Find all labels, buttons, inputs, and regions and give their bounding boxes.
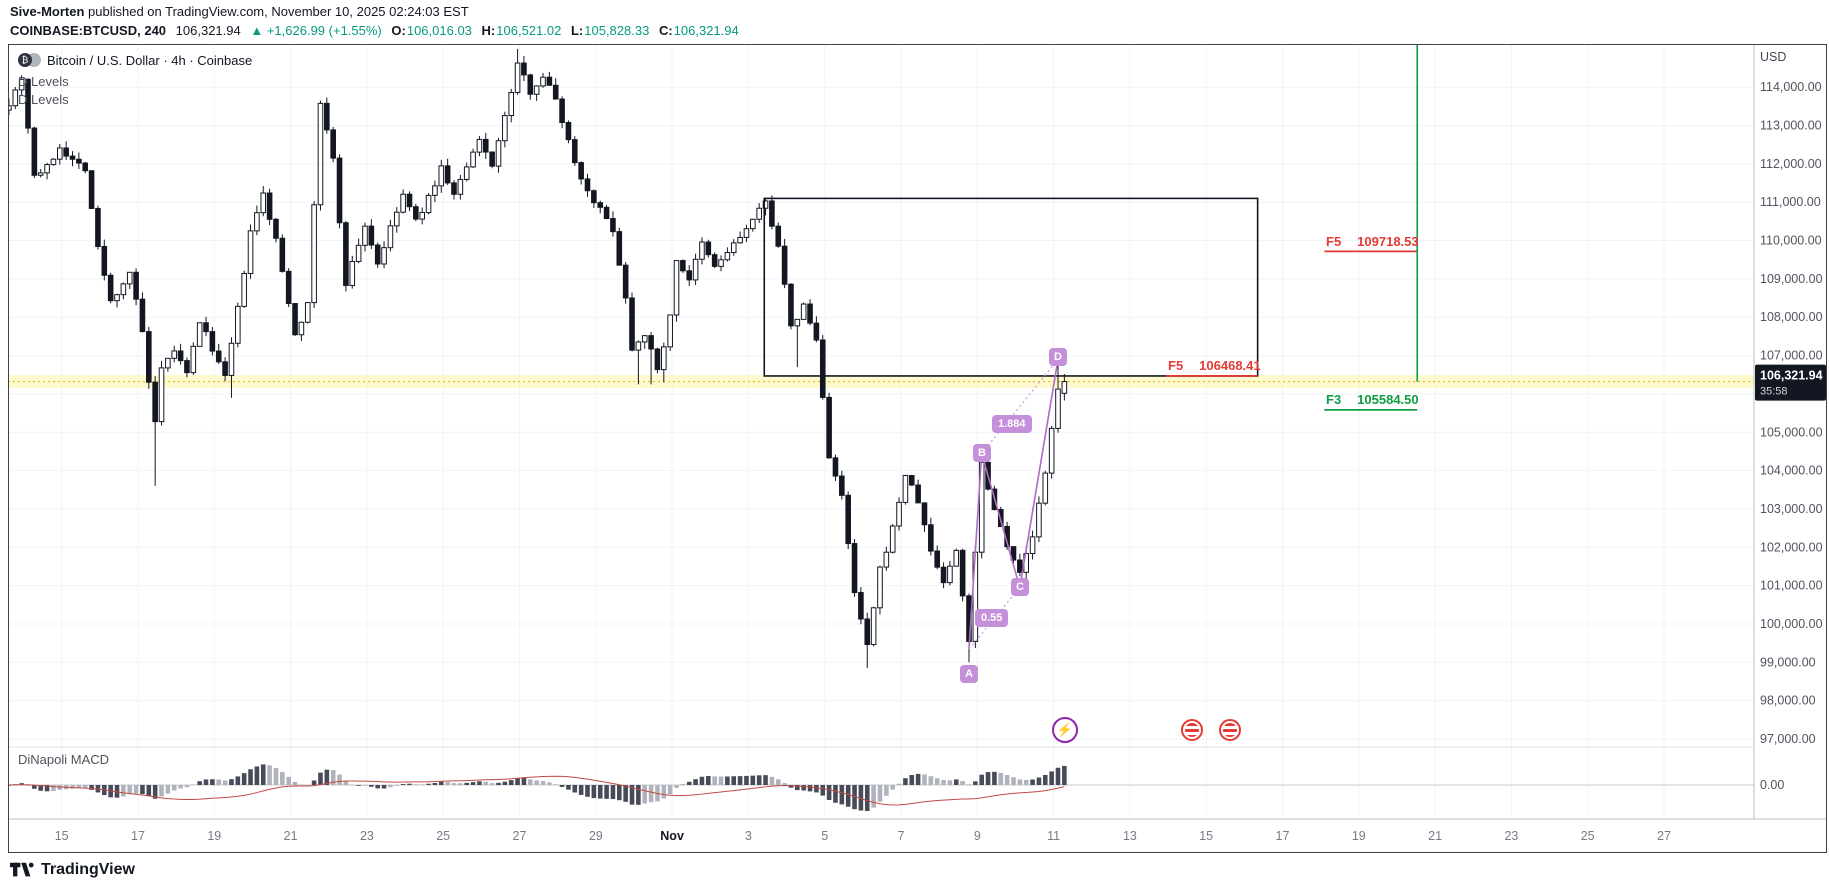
svg-text:7: 7 [898, 829, 905, 843]
fib-label-f5-106468[interactable]: F5 106468.41 [1168, 358, 1261, 373]
svg-text:110,000.00: 110,000.00 [1760, 234, 1822, 248]
fib-level: F3 [1326, 392, 1342, 407]
close-label: C: [658, 23, 673, 38]
price-badge [1755, 364, 1826, 401]
tradingview-logo-icon [10, 862, 34, 876]
svg-text:21: 21 [284, 829, 298, 843]
indicator-row-dlevels-1[interactable]: D Levels [18, 74, 69, 89]
fib-level: F5 [1168, 358, 1184, 373]
red-striped-marker-icon-2[interactable] [1219, 719, 1241, 741]
svg-text:21: 21 [1428, 829, 1442, 843]
svg-text:97,000.00: 97,000.00 [1760, 732, 1816, 746]
fib-label-f5-109718[interactable]: F5 109718.53 [1326, 234, 1419, 249]
svg-text:114,000.00: 114,000.00 [1760, 80, 1822, 94]
price-chart-canvas[interactable]: 114,000.00 113,000.00 112,000.00 111,000.00… [8, 44, 1827, 853]
tradingview-logo-text: TradingView [41, 860, 135, 878]
svg-text:Nov: Nov [660, 829, 684, 843]
svg-text:3: 3 [745, 829, 752, 843]
svg-text:17: 17 [1276, 829, 1290, 843]
svg-text:102,000.00: 102,000.00 [1760, 540, 1823, 554]
pattern-point-a[interactable]: A [960, 665, 978, 683]
svg-text:106,321.94: 106,321.94 [1760, 369, 1823, 383]
high-label: H: [481, 23, 496, 38]
svg-text:17: 17 [131, 829, 145, 843]
svg-text:19: 19 [1352, 829, 1366, 843]
svg-text:27: 27 [513, 829, 527, 843]
fib-label-f3-105584[interactable]: F3 105584.50 [1326, 392, 1419, 407]
author-name: Sive-Morten [10, 4, 85, 19]
svg-text:108,000.00: 108,000.00 [1760, 310, 1823, 324]
chart-legend[interactable]: ₿ Bitcoin / U.S. Dollar · 4h · Coinbase [18, 51, 252, 69]
svg-text:25: 25 [436, 829, 450, 843]
svg-text:98,000.00: 98,000.00 [1760, 694, 1816, 708]
low-label: L: [570, 23, 584, 38]
macd-indicator-label[interactable]: DiNapoli MACD [18, 752, 110, 767]
svg-text:113,000.00: 113,000.00 [1760, 119, 1822, 133]
svg-text:109,000.00: 109,000.00 [1760, 272, 1823, 286]
close-value: 106,321.94 [673, 23, 739, 38]
pattern-point-c[interactable]: C [1011, 578, 1029, 596]
symbol-interval: COINBASE:BTCUSD, 240 [10, 23, 167, 38]
pattern-ratio-ac[interactable]: 0.55 [975, 609, 1009, 627]
publish-line: Sive-Morten published on TradingView.com… [10, 4, 469, 19]
svg-text:27: 27 [1657, 829, 1671, 843]
symbol-logo-icon: ₿ [18, 53, 41, 67]
svg-text:9: 9 [974, 829, 981, 843]
svg-text:101,000.00: 101,000.00 [1760, 579, 1823, 593]
price-change: ▲ +1,626.99 (+1.55%) [250, 23, 382, 38]
svg-text:29: 29 [589, 829, 603, 843]
stripes-glyph [1185, 723, 1199, 737]
svg-text:0.00: 0.00 [1760, 778, 1784, 792]
svg-text:112,000.00: 112,000.00 [1760, 157, 1822, 171]
svg-text:104,000.00: 104,000.00 [1760, 464, 1823, 478]
svg-text:15: 15 [55, 829, 69, 843]
publish-header: Sive-Morten published on TradingView.com… [0, 0, 1829, 44]
chart-region: 114,000.00 113,000.00 112,000.00 111,000.00… [8, 44, 1827, 853]
svg-text:103,000.00: 103,000.00 [1760, 502, 1823, 516]
stripes-glyph [1223, 723, 1237, 737]
high-value: 106,521.02 [496, 23, 562, 38]
svg-text:25: 25 [1581, 829, 1595, 843]
low-value: 105,828.33 [584, 23, 650, 38]
svg-text:99,000.00: 99,000.00 [1760, 655, 1816, 669]
indicator-row-dlevels-2[interactable]: D Levels [18, 92, 69, 107]
svg-text:100,000.00: 100,000.00 [1760, 617, 1823, 631]
tradingview-logo[interactable]: TradingView [10, 860, 135, 880]
svg-text:13: 13 [1123, 829, 1137, 843]
fib-value: 106468.41 [1199, 358, 1261, 373]
bitcoin-logo-icon: ₿ [18, 53, 32, 67]
publish-info: published on TradingView.com, November 1… [88, 4, 469, 19]
svg-text:15: 15 [1199, 829, 1213, 843]
svg-text:35:58: 35:58 [1760, 386, 1788, 398]
svg-text:5: 5 [821, 829, 828, 843]
svg-text:11: 11 [1047, 829, 1060, 843]
footer-bar: TradingView [0, 853, 1829, 886]
pattern-point-d[interactable]: D [1049, 348, 1067, 366]
svg-text:19: 19 [207, 829, 221, 843]
currency-label: USD [1760, 50, 1787, 64]
red-striped-marker-icon-1[interactable] [1181, 719, 1203, 741]
fib-level: F5 [1326, 234, 1342, 249]
open-label: O: [391, 23, 406, 38]
pattern-tool-icon[interactable]: ⚡ [1052, 717, 1078, 743]
quote-line: COINBASE:BTCUSD, 240 106,321.94 ▲ +1,626… [10, 23, 745, 38]
svg-text:23: 23 [1504, 829, 1518, 843]
legend-title: Bitcoin / U.S. Dollar · 4h · Coinbase [47, 52, 253, 68]
svg-text:107,000.00: 107,000.00 [1760, 349, 1823, 363]
pattern-point-b[interactable]: B [973, 444, 991, 462]
pattern-ratio-bd[interactable]: 1.884 [992, 415, 1032, 433]
fib-value: 105584.50 [1357, 392, 1419, 407]
svg-text:111,000.00: 111,000.00 [1760, 195, 1821, 209]
svg-text:23: 23 [360, 829, 374, 843]
fib-value: 109718.53 [1357, 234, 1419, 249]
last-price: 106,321.94 [175, 23, 241, 38]
open-value: 106,016.03 [406, 23, 472, 38]
svg-text:105,000.00: 105,000.00 [1760, 425, 1823, 439]
